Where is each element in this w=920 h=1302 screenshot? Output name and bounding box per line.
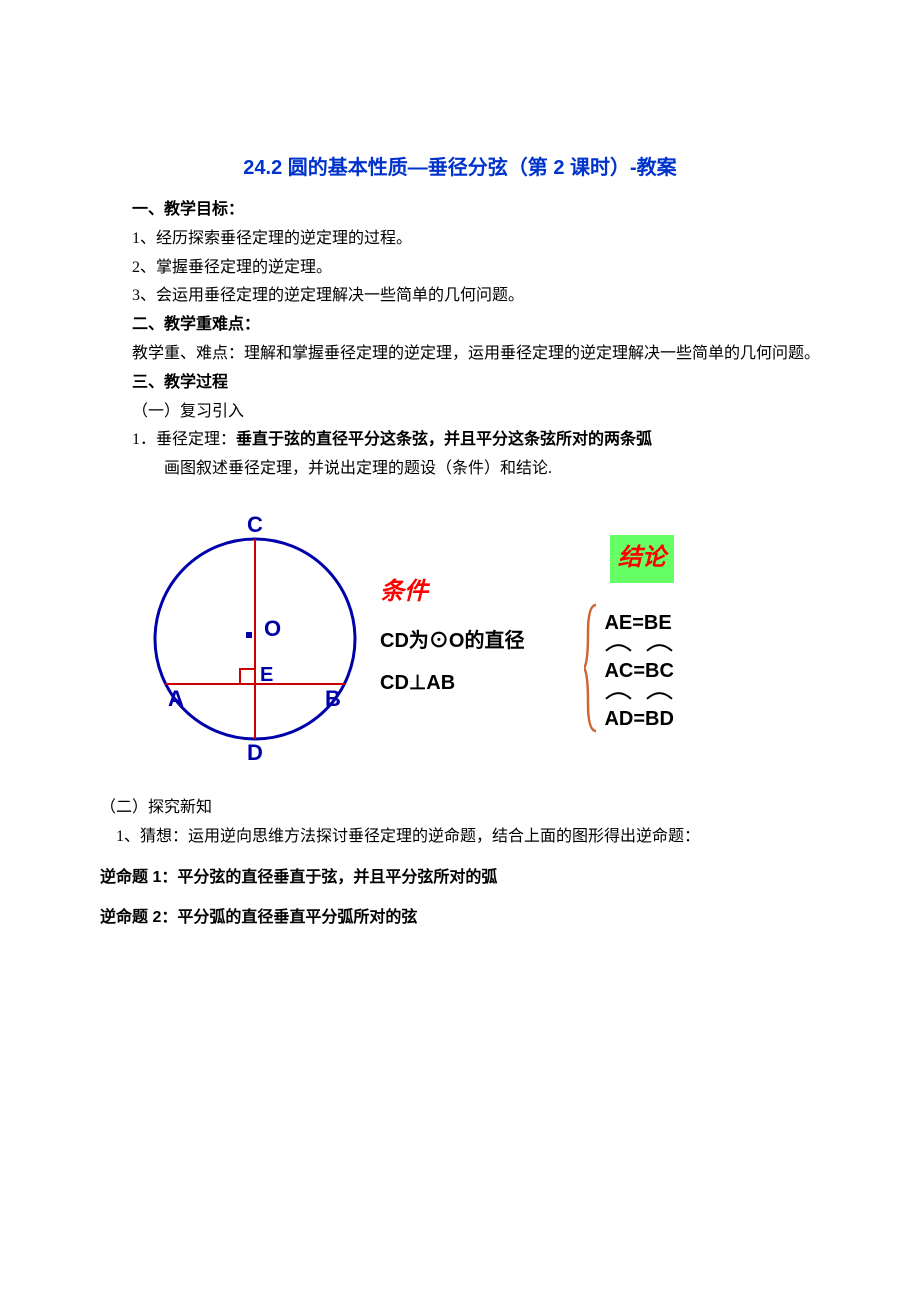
theorem-label: 1．垂径定理： bbox=[132, 431, 236, 448]
sec3-heading: 三、教学过程 bbox=[100, 369, 820, 398]
sec3-sub1: （一）复习引入 bbox=[100, 398, 820, 427]
sec2-heading: 二、教学重难点： bbox=[100, 311, 820, 340]
sec1-item: 3、会运用垂径定理的逆定理解决一些简单的几何问题。 bbox=[100, 282, 820, 311]
arc-over-icon bbox=[645, 641, 674, 653]
arc-ac: AC bbox=[604, 653, 633, 689]
sec1-heading: 一、教学目标： bbox=[100, 196, 820, 225]
arc-over-icon bbox=[604, 641, 633, 653]
inv2-label: 逆命题 2： bbox=[100, 909, 177, 926]
condition-line: CD为⊙O的直径 bbox=[380, 623, 524, 659]
sec1-item: 2、掌握垂径定理的逆定理。 bbox=[100, 254, 820, 283]
theorem-bold: 垂直于弦的直径平分这条弦，并且平分这条弦所对的两条弧 bbox=[236, 431, 652, 448]
arc-ad-text: AD bbox=[604, 708, 633, 730]
arc-bc: BC bbox=[645, 653, 674, 689]
arc-ad: AD bbox=[604, 701, 633, 737]
label-b: B bbox=[325, 686, 341, 711]
conclusion-line: AD = BD bbox=[604, 701, 673, 737]
page-title: 24.2 圆的基本性质—垂径分弦（第 2 课时）-教案 bbox=[100, 150, 820, 186]
sec4-sub2: （二）探究新知 bbox=[100, 794, 820, 823]
sec2-body: 教学重、难点：理解和掌握垂径定理的逆定理，运用垂径定理的逆定理解决一些简单的几何… bbox=[100, 340, 820, 369]
center-dot bbox=[246, 632, 252, 638]
label-e: E bbox=[260, 664, 273, 686]
inverse-2: 逆命题 2：平分弧的直径垂直平分弧所对的弦 bbox=[100, 904, 820, 933]
inv1-label: 逆命题 1： bbox=[100, 869, 177, 886]
arc-ac-text: AC bbox=[604, 660, 633, 682]
conclusion-line: AC = BC bbox=[604, 653, 673, 689]
conditions-col: 条件 CD为⊙O的直径 CD⊥AB bbox=[380, 571, 524, 706]
sec4-guess: 1、猜想：运用逆向思维方法探讨垂径定理的逆命题，结合上面的图形得出逆命题： bbox=[100, 823, 820, 852]
arc-bd: BD bbox=[645, 701, 674, 737]
label-a: A bbox=[168, 686, 184, 711]
theorem-desc: 画图叙述垂径定理，并说出定理的题设（条件）和结论. bbox=[100, 455, 820, 484]
arc-over-icon bbox=[604, 689, 633, 701]
arc-bd-text: BD bbox=[645, 708, 674, 730]
conclusions-lines: AE=BE AC = BC AD = B bbox=[604, 593, 673, 743]
condition-line: CD⊥AB bbox=[380, 665, 524, 701]
arc-over-icon bbox=[645, 689, 674, 701]
inv2-text: 平分弧的直径垂直平分弧所对的弦 bbox=[177, 909, 417, 926]
conditions-label: 条件 bbox=[380, 571, 524, 614]
conclusions-label: 结论 bbox=[610, 535, 674, 582]
conclusions-group: AE=BE AC = BC AD = B bbox=[584, 593, 673, 743]
label-o: O bbox=[264, 616, 281, 641]
brace-icon bbox=[584, 603, 598, 733]
circle-diagram: C D A B O E bbox=[140, 514, 370, 764]
conclusions-col: 结论 AE=BE AC = BC bbox=[584, 535, 673, 742]
inv1-text: 平分弦的直径垂直于弦，并且平分弦所对的弧 bbox=[177, 869, 497, 886]
sec1-item: 1、经历探索垂径定理的逆定理的过程。 bbox=[100, 225, 820, 254]
label-c: C bbox=[247, 514, 263, 537]
conclusion-line: AE=BE bbox=[604, 605, 673, 641]
inverse-1: 逆命题 1：平分弦的直径垂直于弦，并且平分弦所对的弧 bbox=[100, 864, 820, 893]
right-angle-icon bbox=[240, 669, 255, 684]
label-d: D bbox=[247, 740, 263, 764]
theorem-line: 1．垂径定理：垂直于弦的直径平分这条弦，并且平分这条弦所对的两条弧 bbox=[100, 426, 820, 455]
arc-bc-text: BC bbox=[645, 660, 674, 682]
diagram-block: C D A B O E 条件 CD为⊙O的直径 CD⊥AB 结论 AE=BE A… bbox=[140, 514, 820, 764]
